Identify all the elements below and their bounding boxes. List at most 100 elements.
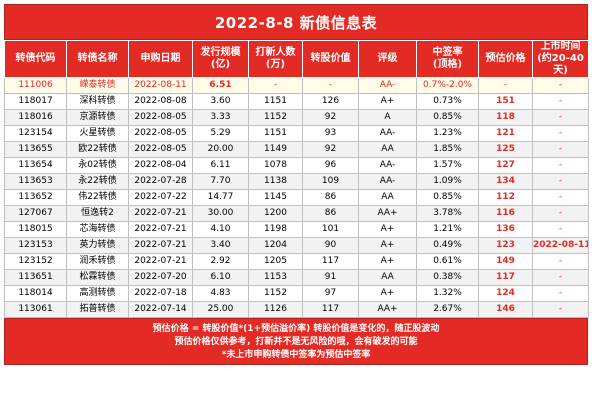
cell-conversion-value: 86 <box>302 205 359 222</box>
header-listing-time: 上市时间 (约20-40天) <box>532 40 589 78</box>
cell-listing-time: - <box>532 253 589 270</box>
footer-notes: 预估价格 = 转股价值*(1+预估溢价率) 转股价值是变化的，随正股波动 预估价… <box>4 318 588 365</box>
cell-win-rate: 1.85% <box>416 141 479 158</box>
cell-estimated-price: 151 <box>478 93 533 110</box>
cell-listing-time: - <box>532 77 589 94</box>
cell-size: 25.00 <box>192 301 249 318</box>
cell-conversion-value: 101 <box>302 221 359 238</box>
cell-size: 6.11 <box>192 157 249 174</box>
cell-conversion-value: 92 <box>302 141 359 158</box>
cell-conversion-value: 90 <box>302 237 359 254</box>
cell-subscribers: 1204 <box>248 237 303 254</box>
cell-code: 113061 <box>4 301 67 318</box>
cell-estimated-price: 112 <box>478 189 533 206</box>
cell-size: 4.83 <box>192 285 249 302</box>
header-name: 转债名称 <box>66 40 129 78</box>
cell-listing-time: - <box>532 189 589 206</box>
cell-code: 123154 <box>4 125 67 142</box>
bond-table: 转债代码 转债名称 申购日期 发行规模 (亿) 打新人数 (万) 转股价值 评级 中… <box>4 40 589 318</box>
cell-rating: AA- <box>358 125 417 142</box>
cell-date: 2022-07-21 <box>128 237 193 254</box>
cell-code: 127067 <box>4 205 67 222</box>
cell-name: 芯海转债 <box>66 221 129 238</box>
cell-code: 113654 <box>4 157 67 174</box>
cell-rating: A+ <box>358 221 417 238</box>
cell-estimated-price: 136 <box>478 221 533 238</box>
cell-date: 2022-07-21 <box>128 221 193 238</box>
cell-code: 118017 <box>4 93 67 110</box>
cell-code: 111006 <box>4 77 67 94</box>
cell-listing-time: - <box>532 157 589 174</box>
cell-date: 2022-08-05 <box>128 109 193 126</box>
cell-name: 京源转债 <box>66 109 129 126</box>
table-row: 113655 欧22转债 2022-08-05 20.00 1149 92 AA… <box>4 141 589 158</box>
cell-estimated-price: 118 <box>478 109 533 126</box>
cell-name: 火星转债 <box>66 125 129 142</box>
cell-name: 永22转债 <box>66 173 129 190</box>
cell-subscribers: 1205 <box>248 253 303 270</box>
cell-win-rate: 0.7%-2.0% <box>416 77 479 94</box>
cell-listing-time: - <box>532 301 589 318</box>
cell-rating: A+ <box>358 237 417 254</box>
cell-rating: AA- <box>358 157 417 174</box>
bond-info-sheet: 2022-8-8 新债信息表 转债代码 转债名称 申购日期 发行规模 (亿) 打新… <box>4 4 589 396</box>
cell-estimated-price: 117 <box>478 269 533 286</box>
cell-size: 3.33 <box>192 109 249 126</box>
cell-name: 伟22转债 <box>66 189 129 206</box>
header-conversion-value: 转股价值 <box>302 40 359 78</box>
cell-date: 2022-08-04 <box>128 157 193 174</box>
table-row: 127067 恒逸转2 2022-07-21 30.00 1200 86 AA+… <box>4 205 589 222</box>
cell-size: 3.40 <box>192 237 249 254</box>
cell-estimated-price: 123 <box>478 237 533 254</box>
cell-rating: A+ <box>358 93 417 110</box>
cell-code: 118016 <box>4 109 67 126</box>
sheet-title: 2022-8-8 新债信息表 <box>4 4 588 40</box>
cell-win-rate: 3.78% <box>416 205 479 222</box>
table-row: 113654 永02转债 2022-08-04 6.11 1078 96 AA-… <box>4 157 589 174</box>
cell-rating: AA <box>358 141 417 158</box>
cell-estimated-price: 124 <box>478 285 533 302</box>
cell-size: 4.10 <box>192 221 249 238</box>
cell-subscribers: - <box>248 77 303 94</box>
table-row: 123152 润禾转债 2022-07-21 2.92 1205 117 A+ … <box>4 253 589 270</box>
table-row: 118015 芯海转债 2022-07-21 4.10 1198 101 A+ … <box>4 221 589 238</box>
cell-listing-time: - <box>532 93 589 110</box>
cell-date: 2022-07-22 <box>128 189 193 206</box>
cell-win-rate: 0.85% <box>416 109 479 126</box>
cell-conversion-value: 91 <box>302 269 359 286</box>
cell-name: 恒逸转2 <box>66 205 129 222</box>
cell-date: 2022-07-21 <box>128 205 193 222</box>
cell-win-rate: 0.73% <box>416 93 479 110</box>
cell-listing-time: - <box>532 285 589 302</box>
cell-conversion-value: - <box>302 77 359 94</box>
cell-estimated-price: 134 <box>478 173 533 190</box>
footer-formula-note: 预估价格 = 转股价值*(1+预估溢价率) 转股价值是变化的，随正股波动 <box>152 324 440 334</box>
table-row: 113061 拓普转债 2022-07-14 25.00 1126 117 AA… <box>4 301 589 318</box>
cell-date: 2022-08-05 <box>128 125 193 142</box>
cell-date: 2022-07-21 <box>128 253 193 270</box>
cell-win-rate: 1.09% <box>416 173 479 190</box>
cell-win-rate: 0.61% <box>416 253 479 270</box>
cell-date: 2022-08-08 <box>128 93 193 110</box>
footer-win-rate-note: *未上市申购转债中签率为预估中签率 <box>221 350 371 360</box>
cell-subscribers: 1152 <box>248 109 303 126</box>
cell-size: 3.60 <box>192 93 249 110</box>
footer-risk-note: 预估价格仅供参考，打新并不是无风险的哦，会有破发的可能 <box>174 337 418 347</box>
cell-subscribers: 1151 <box>248 125 303 142</box>
cell-listing-time: 2022-08-11 <box>532 237 589 254</box>
cell-estimated-price: 127 <box>478 157 533 174</box>
cell-rating: AA <box>358 189 417 206</box>
cell-estimated-price: - <box>478 77 533 94</box>
cell-conversion-value: 126 <box>302 93 359 110</box>
cell-subscribers: 1200 <box>248 205 303 222</box>
cell-code: 123152 <box>4 253 67 270</box>
table-row: 123154 火星转债 2022-08-05 5.29 1151 93 AA- … <box>4 125 589 142</box>
cell-listing-time: - <box>532 173 589 190</box>
cell-conversion-value: 96 <box>302 157 359 174</box>
cell-listing-time: - <box>532 109 589 126</box>
cell-conversion-value: 93 <box>302 125 359 142</box>
cell-subscribers: 1138 <box>248 173 303 190</box>
cell-size: 30.00 <box>192 205 249 222</box>
cell-size: 2.92 <box>192 253 249 270</box>
cell-name: 高测转债 <box>66 285 129 302</box>
